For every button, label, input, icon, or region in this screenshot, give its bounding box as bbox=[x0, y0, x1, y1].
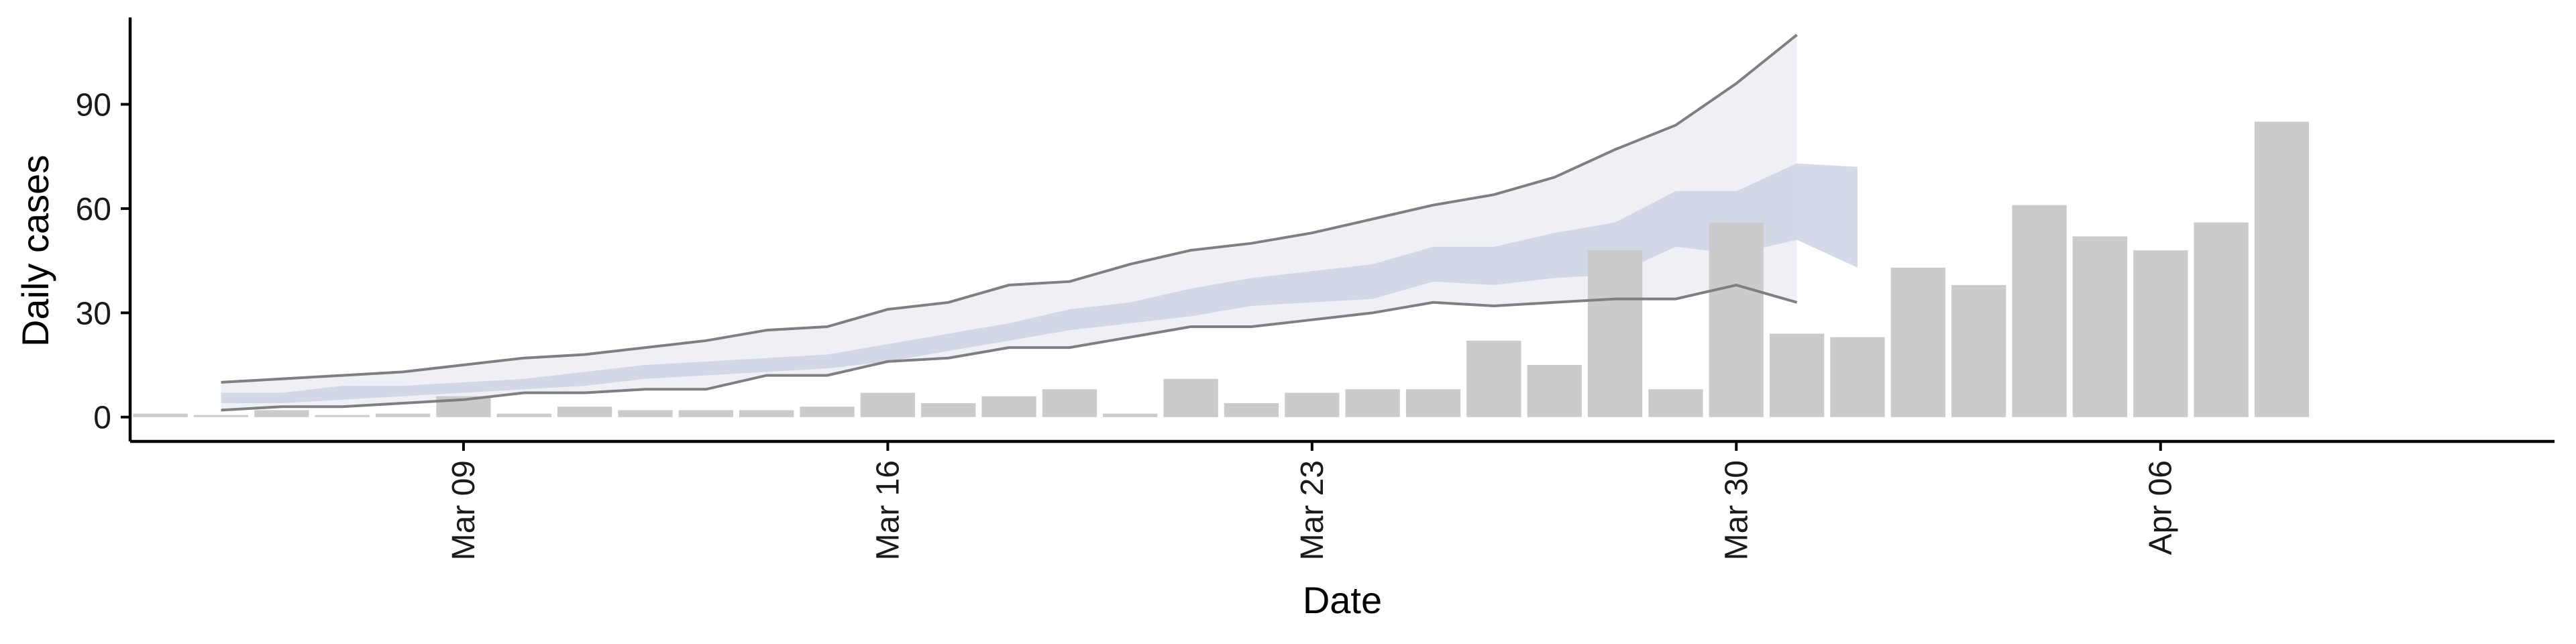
bar-2020-03-19 bbox=[1042, 389, 1097, 417]
bar-2020-03-29 bbox=[1648, 389, 1703, 417]
bar-2020-03-06 bbox=[254, 410, 309, 417]
bar-2020-04-02 bbox=[1890, 268, 1945, 417]
bar-2020-03-10 bbox=[496, 413, 551, 417]
bar-2020-03-24 bbox=[1345, 389, 1400, 417]
x-axis-title: Date bbox=[1303, 579, 1382, 621]
bar-2020-03-23 bbox=[1285, 392, 1340, 417]
bar-2020-04-06 bbox=[2133, 250, 2188, 417]
bar-2020-03-18 bbox=[981, 396, 1036, 417]
nowcast-lower-line bbox=[221, 283, 1798, 412]
x-tick-label: Mar 09 bbox=[446, 460, 482, 560]
lines-layer bbox=[221, 34, 1798, 412]
bar-2020-03-20 bbox=[1103, 413, 1158, 417]
bar-2020-03-17 bbox=[921, 403, 976, 417]
bar-2020-03-22 bbox=[1224, 403, 1279, 417]
bar-2020-04-03 bbox=[1951, 284, 2006, 417]
bar-2020-03-21 bbox=[1163, 378, 1218, 417]
bar-2020-04-04 bbox=[2012, 205, 2067, 417]
bands-layer bbox=[221, 34, 1858, 411]
bar-2020-03-13 bbox=[678, 410, 733, 417]
bar-2020-03-30 bbox=[1709, 222, 1764, 417]
bar-2020-03-14 bbox=[739, 410, 794, 417]
y-tick-label: 90 bbox=[76, 88, 111, 123]
x-tick-label: Mar 23 bbox=[1295, 460, 1330, 560]
bar-2020-03-12 bbox=[618, 410, 673, 417]
bar-2020-04-05 bbox=[2072, 236, 2127, 417]
bar-2020-03-04 bbox=[133, 413, 188, 417]
y-tick-label: 60 bbox=[76, 192, 111, 227]
bar-2020-03-31 bbox=[1770, 333, 1825, 417]
bar-2020-03-08 bbox=[375, 413, 431, 417]
bar-2020-03-15 bbox=[800, 407, 855, 417]
nowcast-outer-band bbox=[221, 34, 1797, 411]
nowcast-upper-line bbox=[221, 34, 1798, 384]
y-axis: 0 30 60 90 bbox=[76, 17, 132, 441]
x-tick-label: Apr 06 bbox=[2143, 460, 2179, 555]
x-tick-label: Mar 30 bbox=[1719, 460, 1754, 560]
bar-2020-03-16 bbox=[860, 392, 915, 417]
x-tick-label: Mar 16 bbox=[870, 460, 906, 560]
bar-2020-04-08 bbox=[2254, 121, 2310, 417]
bar-2020-04-01 bbox=[1830, 337, 1885, 417]
bar-2020-03-27 bbox=[1527, 365, 1582, 417]
y-axis-title: Daily cases bbox=[14, 155, 56, 347]
y-tick-label: 30 bbox=[76, 296, 111, 331]
bar-2020-03-25 bbox=[1405, 389, 1461, 417]
bar-2020-03-28 bbox=[1587, 250, 1643, 417]
bar-2020-03-07 bbox=[315, 415, 370, 417]
bars-layer bbox=[133, 121, 2310, 417]
bar-2020-03-11 bbox=[557, 407, 612, 417]
bar-2020-03-26 bbox=[1466, 340, 1521, 417]
x-axis: Mar 09 Mar 16 Mar 23 Mar 30 Apr 06 bbox=[130, 439, 2555, 560]
bar-2020-04-07 bbox=[2194, 222, 2249, 417]
bar-2020-03-05 bbox=[193, 415, 249, 417]
y-tick-label: 0 bbox=[93, 400, 111, 436]
